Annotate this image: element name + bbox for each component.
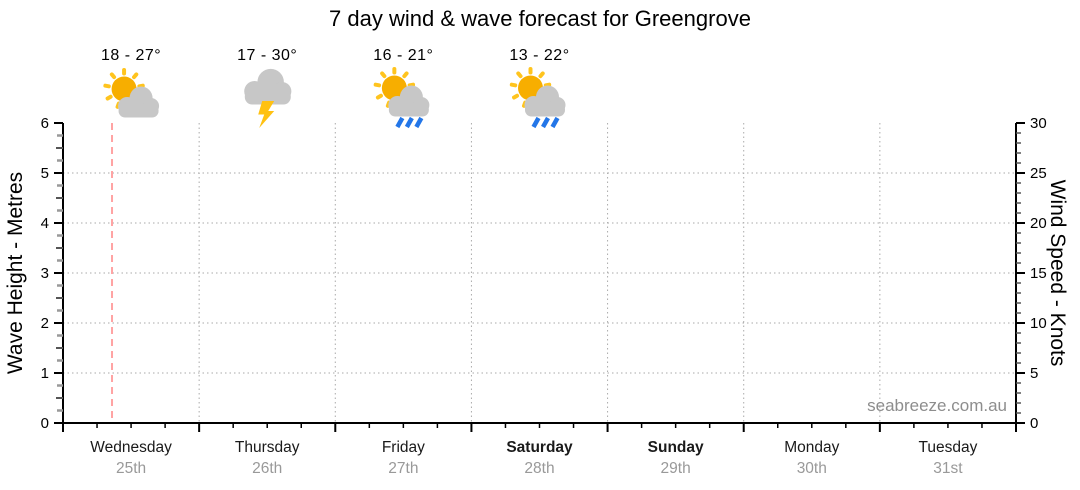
sun-icon-ray [512, 93, 520, 100]
y-right-tick-label: 0 [1030, 415, 1038, 432]
day-label: Tuesday [918, 439, 977, 456]
y-right-tick-label: 30 [1030, 115, 1047, 132]
date-label: 31st [933, 460, 963, 477]
y-left-tick-label: 0 [41, 415, 49, 432]
y-left-tick-label: 5 [41, 165, 49, 182]
sun-icon-ray [103, 83, 111, 89]
day-label: Saturday [506, 439, 573, 456]
sun-icon-ray [137, 83, 145, 89]
temperature-range-label: 17 - 30° [237, 47, 297, 64]
sun-icon-ray [373, 82, 382, 88]
sun-icon-ray [105, 94, 113, 101]
date-label: 25th [116, 460, 146, 477]
sun-icon-ray [516, 71, 523, 79]
sun-icon-ray [509, 82, 518, 88]
partly-cloudy-icon [103, 68, 160, 118]
lightning-icon [258, 101, 275, 128]
cloud-puff [388, 103, 429, 117]
date-label: 29th [661, 460, 691, 477]
day-label: Monday [784, 439, 839, 456]
day-label: Sunday [648, 439, 704, 456]
rain-icon [531, 116, 541, 129]
y-right-tick-label: 25 [1030, 165, 1047, 182]
y-left-tick-label: 4 [41, 215, 49, 232]
y-right-tick-label: 20 [1030, 215, 1047, 232]
cloud-puff [244, 89, 291, 105]
rain-icon [404, 116, 414, 129]
rain-icon [414, 116, 424, 129]
y-left-tick-label: 3 [41, 265, 49, 282]
sun-icon-ray [538, 71, 545, 79]
sun-icon-ray [407, 82, 416, 88]
cloud-icon [244, 68, 292, 105]
sun-icon-ray [375, 93, 383, 100]
rain-icon [550, 116, 560, 129]
sun-icon-ray [543, 82, 552, 88]
watermark: seabreeze.com.au [867, 396, 1007, 415]
y-left-tick-label: 1 [41, 365, 49, 382]
date-label: 26th [252, 460, 282, 477]
sun-icon-ray [109, 72, 117, 80]
cloud-icon [118, 86, 160, 118]
y-right-tick-label: 5 [1030, 365, 1038, 382]
cloud-puff [118, 104, 159, 118]
date-label: 28th [524, 460, 554, 477]
sun-icon-ray [380, 71, 387, 79]
thunderstorm-icon [244, 68, 292, 128]
y-left-tick-label: 6 [41, 115, 49, 132]
y-right-tick-label: 10 [1030, 315, 1047, 332]
temperature-range-label: 16 - 21° [373, 47, 433, 64]
day-label: Friday [382, 439, 425, 456]
cloud-icon [524, 85, 566, 117]
cloud-puff [525, 103, 565, 117]
rain-icon [541, 116, 550, 129]
rain-icon [395, 116, 405, 129]
y-left-tick-label: 2 [41, 315, 49, 332]
sun-showers-icon [509, 67, 566, 129]
sun-icon-ray [132, 72, 139, 80]
y-right-tick-label: 15 [1030, 265, 1047, 282]
date-label: 30th [797, 460, 827, 477]
sun-showers-icon [373, 67, 430, 129]
day-label: Thursday [235, 439, 300, 456]
sun-icon-ray [402, 71, 409, 79]
cloud-icon [388, 85, 430, 117]
date-label: 27th [388, 460, 418, 477]
chart-title: 7 day wind & wave forecast for Greengrov… [329, 6, 751, 31]
day-label: Wednesday [90, 439, 172, 456]
temperature-range-label: 13 - 22° [509, 47, 569, 64]
temperature-range-label: 18 - 27° [101, 47, 161, 64]
